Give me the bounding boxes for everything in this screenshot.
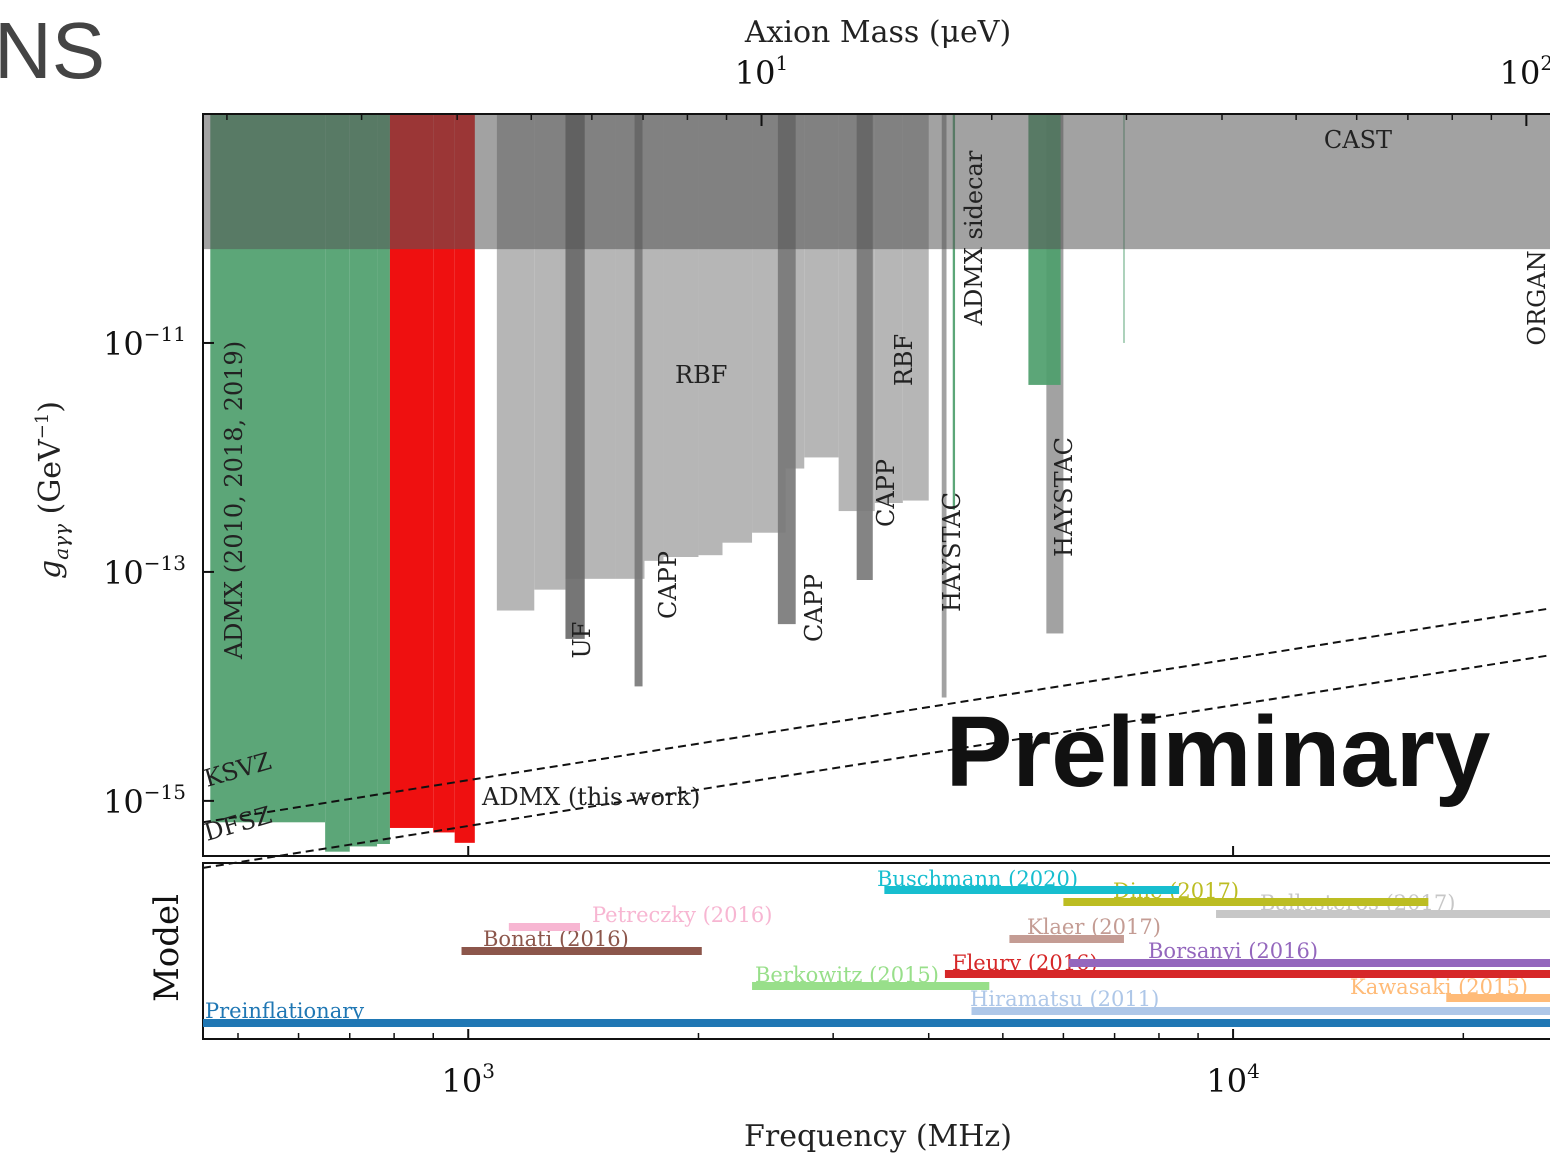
model-panel: Preinflationary Hiramatsu (2011) Kawasaki … [147,862,1550,1040]
model-panel-label: Model [147,894,187,1002]
label-capp-3: CAPP [872,459,900,527]
line-dfsz [202,654,1550,869]
exclusion-regions [203,114,1550,852]
label-rbf-vertical: RBF [890,334,918,386]
model-bar-bonati-2016 [461,947,702,955]
top-tick-label-100: 102 [1500,51,1550,92]
model-bar-dine-2017 [1063,898,1429,906]
model-label-buschmann-2020: Buschmann (2020) [877,867,1078,891]
region-haystac-band-0 [941,114,947,698]
y-tick-label-base: 10 [103,325,144,363]
top-tick-label-10: 101 [735,51,788,92]
model-label-berkowitz-2015: Berkowitz (2015) [755,963,939,987]
label-admx-this-work: ADMX (this work) [481,783,700,811]
model-label-klaer-2017: Klaer (2017) [1027,915,1161,939]
model-label-petreczky-2016: Petreczky (2016) [592,903,772,927]
model-bar-petreczky-2016 [508,923,581,931]
x-tick-label-base: 10 [442,1062,483,1100]
top-tick-label-base: 10 [1500,54,1541,92]
region-admx-2010-2018-2019-band-3 [377,114,390,845]
x-tick-label-base: 10 [1206,1062,1247,1100]
region-admx-sidecar-band-0 [952,114,956,510]
model-label-borsanyi-2016: Borsanyi (2016) [1148,939,1318,963]
label-rbf-horizontal: RBF [675,361,727,389]
y-axis-label-unit: (GeV [33,438,68,524]
label-haystac-2: HAYSTAC [1050,437,1078,557]
corner-text: NS [0,6,105,95]
top-tick-label-exp: 2 [1540,51,1550,75]
line-ksvz [202,607,1550,824]
region-admx-this-work-band-1 [433,114,455,833]
x-tick-label-10000: 104 [1206,1059,1259,1100]
x-tick-label-exp: 4 [1247,1059,1260,1083]
model-bars: Preinflationary Hiramatsu (2011) Kawasaki … [203,867,1550,1027]
y-axis-label-main: g [33,560,68,579]
label-capp-2: CAPP [800,574,828,642]
model-bar-borsanyi-2016 [1068,959,1550,967]
y-tick-label-exp: −15 [144,780,186,804]
y-tick-label-1: 10−13 [103,551,186,592]
model-bar-buschmann-2020 [884,886,1180,894]
model-bar-ballesteros-2017 [1216,910,1550,918]
model-bar-fleury-2016 [944,970,1550,978]
label-admx-sidecar: ADMX sidecar [960,150,988,326]
y-axis-label: gaγγ (GeV−1) [32,401,73,579]
model-bar-kawasaki-2015 [1446,994,1550,1002]
region-cast-band-0 [203,114,1550,250]
region-admx-this-work-band-2 [454,114,475,843]
top-tick-label-base: 10 [735,54,776,92]
y-tick-label-2: 10−15 [103,780,186,821]
main-plot-frame [202,113,1550,857]
label-admx-2010-2018-2019: ADMX (2010, 2018, 2019) [220,341,248,660]
model-label-kawasaki-2015: Kawasaki (2015) [1350,975,1528,999]
x-tick-label-1000: 103 [442,1059,495,1100]
model-panel-frame [202,862,1550,1040]
label-cast: CAST [1324,126,1392,154]
y-axis-label-unit-exp: −1 [32,413,53,440]
top-axis-label: Axion Mass (μeV) [744,15,1011,50]
benchmark-lines [202,607,1550,869]
preliminary-watermark: Preliminary [946,696,1491,808]
x-axis-label: Frequency (MHz) [744,1119,1012,1154]
label-haystac-1: HAYSTAC [938,492,966,612]
y-axis-label-sub: aγγ [49,524,73,560]
y-tick-label-base: 10 [103,783,144,821]
model-label-hiramatsu-2011: Hiramatsu (2011) [970,987,1159,1011]
y-axis-label-close: ) [33,401,68,413]
y-tick-label-0: 10−11 [103,322,186,363]
y-tick-label-base: 10 [103,554,144,592]
x-tick-label-exp: 3 [482,1059,495,1083]
region-capp-band-0 [634,114,643,687]
y-tick-label-exp: −13 [144,551,186,575]
model-label-preinflationary: Preinflationary [205,999,364,1023]
y-tick-label-exp: −11 [144,322,186,346]
label-uf: UF [568,622,596,659]
model-bar-preinflationary [203,1019,1550,1027]
label-organ: ORGAN [1523,250,1550,345]
model-bar-hiramatsu-2011 [971,1007,1550,1015]
label-capp-1: CAPP [654,551,682,619]
model-bar-berkowitz-2015 [752,982,990,990]
model-bar-klaer-2017 [1009,935,1124,943]
top-tick-label-exp: 1 [776,51,789,75]
